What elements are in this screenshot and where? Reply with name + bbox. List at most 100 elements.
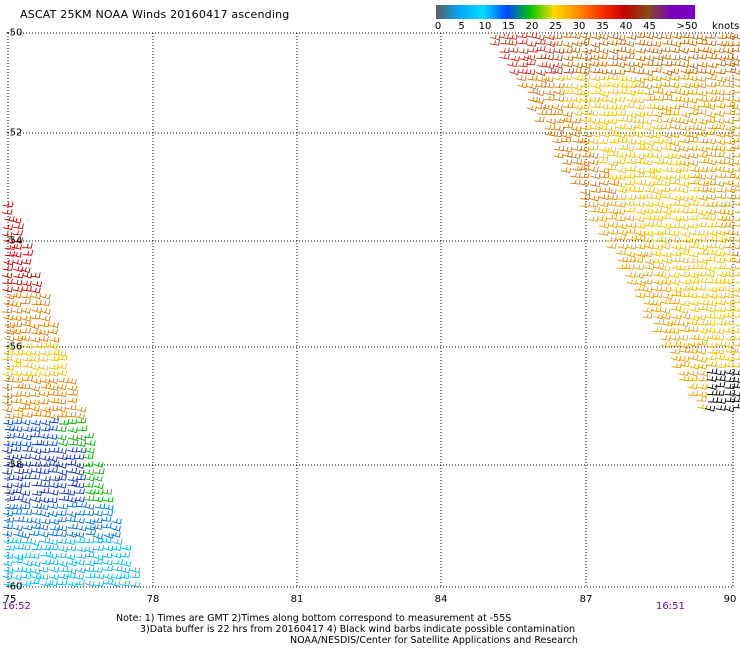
wind-barb [579, 69, 590, 75]
wind-barb [662, 39, 673, 45]
lon-label: 84 [434, 594, 448, 605]
wind-barb [706, 249, 718, 255]
wind-barb [652, 201, 664, 208]
wind-barb [66, 497, 77, 503]
wind-barb [733, 271, 740, 277]
wind-barb [590, 34, 602, 40]
wind-barb [40, 425, 51, 432]
wind-barb [11, 574, 22, 581]
wind-barb [29, 385, 40, 392]
wind-barb [714, 285, 725, 292]
wind-barb [83, 510, 95, 516]
wind-barb [94, 468, 105, 474]
wind-barb [590, 124, 601, 131]
wind-barb [634, 97, 645, 104]
wind-barb [11, 315, 22, 322]
wind-barb [734, 201, 740, 206]
map-title: ASCAT 25KM NOAA Winds 20160417 ascending [20, 8, 290, 21]
wind-barb [651, 207, 663, 214]
wind-barb [608, 82, 619, 89]
wind-barb [13, 468, 25, 475]
wind-barb [724, 236, 735, 243]
wind-barb [56, 351, 67, 357]
wind-barb [509, 69, 520, 76]
wind-barb [725, 194, 737, 200]
wind-barb [715, 132, 726, 138]
wind-barb [119, 552, 131, 558]
wind-barb [2, 371, 13, 378]
wind-barb [707, 348, 718, 355]
wind-speed-legend: 0 5 10 15 20 25 30 35 40 45 >50 knots [435, 5, 739, 32]
wind-barb [607, 118, 618, 125]
wind-barb [626, 243, 637, 250]
wind-barb [563, 68, 575, 74]
wind-barb [732, 160, 740, 166]
wind-barb [552, 55, 563, 61]
wind-barb [552, 104, 563, 111]
wind-barb [671, 167, 682, 174]
wind-barb [580, 63, 591, 70]
wind-barb [47, 539, 58, 545]
wind-barb [38, 488, 50, 494]
wind-barb [635, 209, 646, 215]
wind-barb [66, 467, 78, 474]
wind-barb [669, 200, 681, 207]
wind-barb [11, 252, 22, 258]
wind-barb [669, 328, 680, 335]
wind-barb [110, 545, 122, 551]
wind-barb [679, 361, 690, 367]
wind-barb [580, 151, 591, 158]
wind-barb [20, 453, 31, 460]
wind-barb [517, 32, 528, 39]
wind-barb [680, 68, 691, 75]
wind-barb [679, 173, 690, 180]
wind-barb [2, 286, 13, 293]
wind-barb [589, 68, 601, 74]
wind-barb [2, 201, 14, 208]
wind-barb [688, 263, 699, 270]
wind-barb [30, 496, 41, 503]
wind-barb [689, 104, 700, 111]
wind-barb [58, 488, 70, 495]
wind-barb [653, 313, 664, 320]
wind-barb [599, 74, 610, 81]
wind-barb [671, 33, 683, 40]
wind-barb [38, 433, 49, 440]
wind-barb [3, 237, 14, 244]
wind-barb [625, 152, 636, 159]
wind-barb [671, 314, 682, 320]
wind-barb [688, 160, 699, 167]
wind-barb [67, 523, 78, 530]
wind-barb [29, 540, 40, 547]
lon-label: 78 [146, 594, 160, 605]
wind-barb [12, 412, 24, 419]
wind-barb [624, 207, 636, 213]
wind-barb [660, 298, 671, 305]
wind-barb [85, 489, 96, 495]
wind-barb [579, 201, 591, 208]
wind-barb [83, 461, 94, 467]
wind-barb [734, 237, 740, 243]
wind-barb [696, 39, 708, 46]
wind-barb [57, 546, 69, 553]
wind-barb [65, 545, 77, 552]
wind-barb [725, 300, 736, 307]
wind-barb [714, 354, 726, 361]
wind-barb [48, 566, 59, 573]
wind-barb [634, 144, 646, 151]
wind-barb [579, 194, 591, 201]
wind-barb [599, 222, 610, 229]
wind-barb [22, 356, 33, 362]
wind-barb [678, 47, 689, 54]
wind-barb [92, 558, 104, 565]
wind-barb [653, 158, 665, 165]
wind-barb [3, 567, 14, 574]
wind-barb [697, 293, 708, 299]
wind-barb [498, 33, 509, 40]
wind-barb [608, 208, 619, 215]
wind-barb [22, 468, 33, 474]
wind-barb [733, 41, 740, 47]
wind-barb [705, 112, 716, 119]
wind-barb [579, 81, 590, 88]
wind-barb [545, 118, 556, 125]
